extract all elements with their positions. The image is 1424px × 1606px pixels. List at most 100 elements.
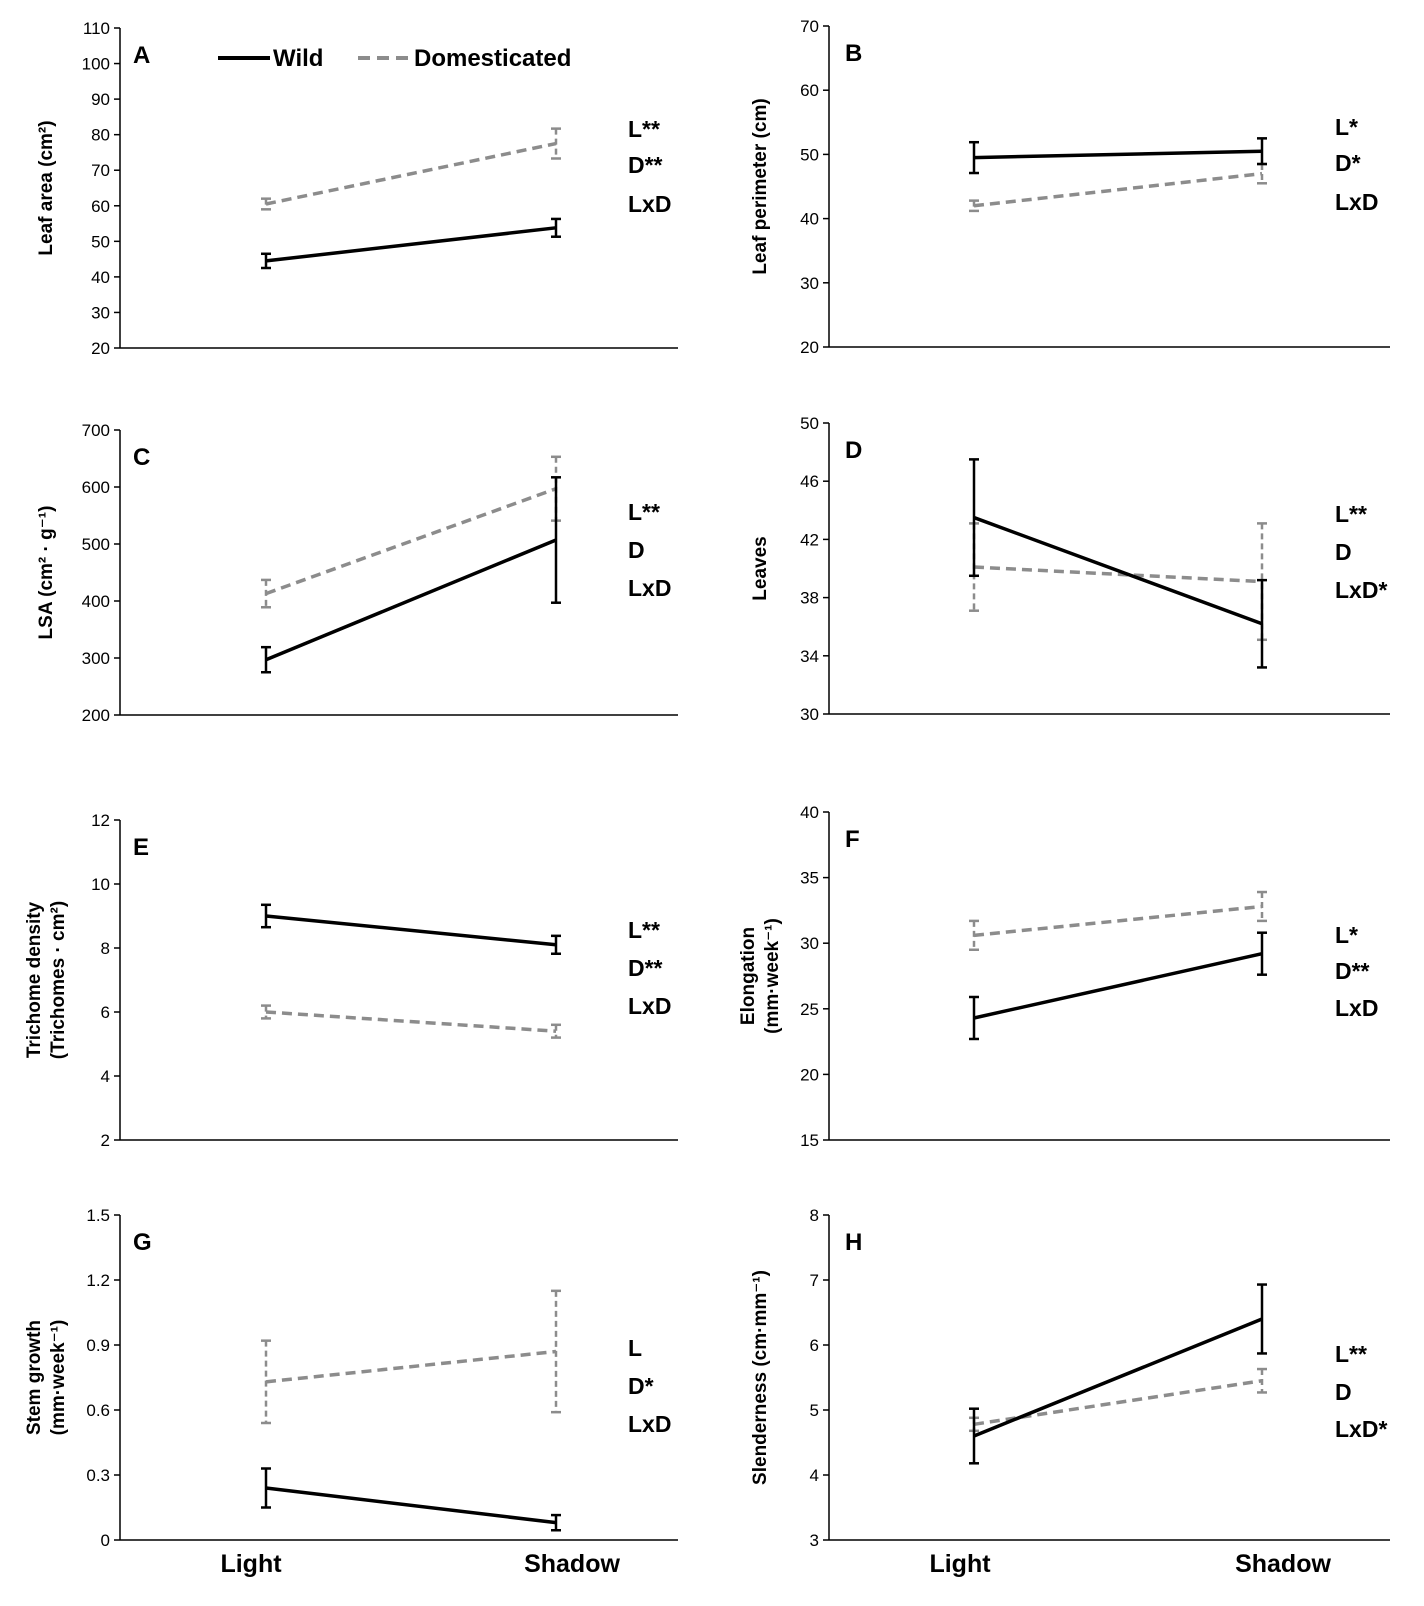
series-wild bbox=[261, 476, 561, 674]
y-tick-label: 4 bbox=[101, 1067, 110, 1086]
panel-E: 2 4 6 8 10 12 Trichome density (Trichomes · cm²… bbox=[24, 811, 678, 1150]
y-tick-label: 4 bbox=[810, 1466, 819, 1485]
series-domesticated bbox=[261, 455, 561, 609]
series-domesticated bbox=[261, 1004, 561, 1039]
significance-label: LxD bbox=[1335, 189, 1378, 215]
significance-label: LxD bbox=[1335, 995, 1378, 1021]
panel-label: G bbox=[133, 1229, 152, 1256]
series-wild bbox=[261, 903, 561, 956]
y-tick-label: 42 bbox=[800, 530, 819, 549]
panel-F: 15 20 25 30 35 40 Elongation (mm·week⁻¹) F L* D** L… bbox=[738, 803, 1390, 1150]
series-domesticated bbox=[969, 890, 1267, 952]
y-tick-label: 90 bbox=[91, 90, 110, 109]
y-tick-label: 50 bbox=[91, 232, 110, 251]
y-tick-label: 40 bbox=[800, 803, 819, 822]
panel-label: A bbox=[133, 42, 150, 69]
series-line bbox=[265, 538, 557, 662]
series-line bbox=[973, 1317, 1263, 1438]
y-tick-label: 50 bbox=[800, 414, 819, 433]
panel-label: F bbox=[845, 826, 860, 853]
legend-domesticated-label: Domesticated bbox=[414, 45, 571, 72]
error-bar bbox=[551, 1023, 561, 1039]
y-tick-label: 300 bbox=[82, 649, 110, 668]
significance-label: D bbox=[628, 537, 645, 563]
y-tick-label: 8 bbox=[810, 1206, 819, 1225]
y-tick-label: 0.6 bbox=[86, 1401, 110, 1420]
x-category-shadow-right: Shadow bbox=[1235, 1550, 1331, 1578]
significance-label: L** bbox=[628, 499, 660, 525]
y-tick-label: 80 bbox=[91, 126, 110, 145]
series-domesticated bbox=[969, 522, 1267, 642]
y-tick-label: 7 bbox=[810, 1271, 819, 1290]
panel-label: D bbox=[845, 437, 862, 464]
panel-B: 20 30 40 50 60 70 Leaf perimeter (cm) B L* D* LxD bbox=[750, 17, 1390, 357]
y-tick-label: 2 bbox=[101, 1131, 110, 1150]
error-bar bbox=[261, 1004, 271, 1020]
significance-label: L* bbox=[1335, 114, 1358, 140]
series-wild bbox=[261, 1467, 561, 1532]
significance-label: D* bbox=[1335, 150, 1361, 176]
series-line bbox=[265, 226, 557, 263]
y-tick-label: 200 bbox=[82, 706, 110, 725]
panel-G: 0 0.3 0.6 0.9 1.2 1.5 Stem growth (mm·week⁻¹) G L… bbox=[24, 1206, 678, 1550]
panel-C: 200 300 400 500 600 700 LSA (cm² · g⁻¹) C L** D Lx… bbox=[36, 421, 678, 725]
series-line bbox=[973, 904, 1263, 938]
series-line bbox=[265, 141, 557, 206]
x-category-light-right: Light bbox=[929, 1550, 991, 1578]
y-axis-title: Slenderness (cm·mm⁻¹) bbox=[750, 1270, 771, 1485]
series-line bbox=[973, 515, 1263, 626]
y-axis-title: LSA (cm² · g⁻¹) bbox=[36, 506, 57, 640]
y-tick-label: 30 bbox=[800, 705, 819, 724]
panel-label: C bbox=[133, 444, 150, 471]
x-category-shadow-left: Shadow bbox=[524, 1550, 620, 1578]
significance-label: D bbox=[1335, 1379, 1352, 1405]
series-wild bbox=[261, 217, 561, 270]
significance-label: LxD bbox=[628, 1411, 671, 1437]
y-axis-title: Leaf area (cm²) bbox=[36, 120, 57, 255]
series-wild bbox=[969, 1283, 1267, 1465]
series-wild bbox=[969, 137, 1267, 175]
y-axis-title: Elongation bbox=[738, 927, 759, 1025]
series-wild bbox=[969, 458, 1267, 669]
y-tick-label: 30 bbox=[800, 934, 819, 953]
significance-label: L** bbox=[628, 917, 660, 943]
y-tick-label: 30 bbox=[91, 303, 110, 322]
y-tick-label: 34 bbox=[800, 647, 819, 666]
significance-label: L* bbox=[1335, 922, 1358, 948]
y-axis-title: (mm·week⁻¹) bbox=[48, 1320, 69, 1436]
y-axis-title: Leaves bbox=[750, 536, 771, 600]
y-tick-label: 700 bbox=[82, 421, 110, 440]
panel-D: 30 34 38 42 46 50 Leaves D L** D LxD* bbox=[750, 414, 1390, 724]
significance-label: L** bbox=[1335, 1341, 1367, 1367]
significance-label: LxD* bbox=[1335, 577, 1387, 603]
legend-wild-label: Wild bbox=[273, 45, 323, 72]
y-tick-label: 3 bbox=[810, 1531, 819, 1550]
y-tick-label: 70 bbox=[800, 17, 819, 36]
y-tick-label: 15 bbox=[800, 1131, 819, 1150]
y-tick-label: 50 bbox=[800, 145, 819, 164]
y-tick-label: 60 bbox=[800, 81, 819, 100]
legend: Wild Domesticated bbox=[218, 45, 571, 72]
y-tick-label: 0 bbox=[101, 1531, 110, 1550]
significance-label: LxD bbox=[628, 993, 671, 1019]
significance-label: LxD bbox=[628, 191, 671, 217]
significance-label: L** bbox=[1335, 501, 1367, 527]
y-axis-title: (Trichomes · cm²) bbox=[48, 901, 69, 1059]
panel-label: H bbox=[845, 1229, 862, 1256]
series-domesticated bbox=[261, 1289, 561, 1425]
significance-label: L** bbox=[628, 116, 660, 142]
y-tick-label: 6 bbox=[101, 1003, 110, 1022]
y-tick-label: 8 bbox=[101, 939, 110, 958]
y-tick-label: 20 bbox=[800, 1065, 819, 1084]
y-axis-title: Trichome density bbox=[24, 901, 45, 1058]
y-tick-label: 40 bbox=[800, 210, 819, 229]
y-tick-label: 20 bbox=[91, 339, 110, 358]
series-line bbox=[265, 1349, 557, 1384]
series-line bbox=[973, 171, 1263, 208]
y-tick-label: 38 bbox=[800, 589, 819, 608]
y-tick-label: 0.3 bbox=[86, 1466, 110, 1485]
y-tick-label: 60 bbox=[91, 197, 110, 216]
series-domesticated bbox=[261, 127, 561, 211]
significance-label: D** bbox=[628, 955, 663, 981]
series-line bbox=[973, 149, 1263, 160]
